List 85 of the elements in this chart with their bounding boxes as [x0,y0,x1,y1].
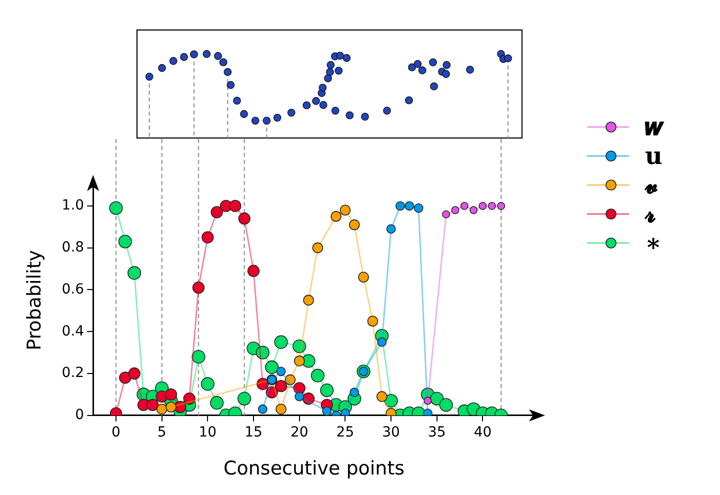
point [439,398,453,412]
x-tick-label: 0 [112,424,120,440]
point [128,266,142,280]
point [118,234,132,248]
point [202,231,214,244]
x-axis-title: Consecutive points [223,458,405,480]
point [265,360,279,374]
point [256,378,269,390]
point [294,356,305,366]
point [330,211,342,222]
y-tick-label: 0.4 [62,323,84,340]
point [119,372,132,384]
point [210,396,224,410]
point [460,202,468,210]
point [292,339,306,354]
point [386,224,396,234]
point [396,201,405,211]
point [200,377,214,391]
point [128,367,140,380]
y-tick-label: 0.8 [62,239,84,256]
point [183,392,196,405]
y-tick-label: 0 [75,407,84,424]
point [322,406,332,416]
point [442,210,450,218]
point [166,402,176,412]
point [210,206,223,218]
point [156,404,168,415]
point [424,396,432,405]
y-tick-label: 0.2 [62,365,84,382]
point [358,272,369,283]
point [348,219,360,230]
legend-label: 𝒘 [645,112,664,141]
point [276,366,286,376]
x-tick-label: 15 [244,424,262,440]
x-tick-label: 35 [428,424,446,440]
point [274,380,288,392]
point [284,374,296,386]
x-tick-label: 10 [198,424,217,440]
legend-label: 𝓿 [645,170,658,199]
point [256,346,270,360]
point [478,202,487,210]
point [266,386,278,398]
x-tick-label: 30 [382,424,400,440]
y-tick-label: 1.0 [62,198,84,214]
point [470,206,478,214]
y-axis-title: Probability [23,250,46,350]
point [302,392,315,405]
point [247,264,260,277]
point [312,242,324,254]
x-tick-label: 40 [474,424,492,440]
point [274,335,288,349]
point [310,368,324,382]
point [340,204,351,216]
point [174,400,186,414]
point [276,404,286,415]
point [258,404,268,414]
point [451,206,460,214]
point [238,392,252,406]
point [320,383,334,398]
x-tick-label: 5 [157,424,166,440]
point [146,398,159,412]
legend-label: ∗ [645,228,662,257]
point [414,203,424,213]
point [377,337,387,347]
point [350,388,360,398]
point [367,316,378,327]
legend-label: 𝐮 [645,141,662,170]
point [303,294,314,306]
point [293,382,306,394]
legend-label: 𝓻 [645,199,656,228]
point [164,388,178,401]
point [192,282,205,294]
point [384,394,398,408]
point [376,391,388,402]
x-tick-label: 25 [336,424,354,440]
point [109,201,123,215]
point [238,212,250,225]
x-tick-label: 20 [290,424,308,440]
point [488,202,496,210]
point [192,350,206,364]
point [497,202,506,210]
point [229,200,242,212]
point [404,201,414,211]
y-tick-label: 0.6 [62,281,84,298]
point [294,392,304,402]
